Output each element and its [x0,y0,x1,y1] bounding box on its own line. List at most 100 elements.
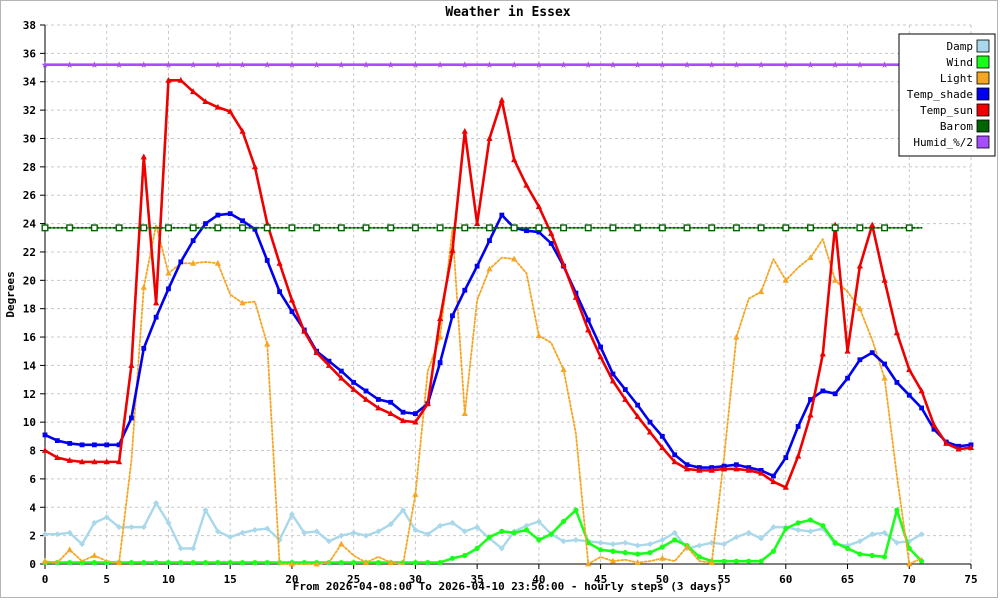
data-point-marker [140,153,147,160]
data-point-marker [733,465,740,472]
legend-item-temp-sun[interactable]: Temp_sun [920,103,990,117]
data-point-marker [153,500,160,507]
legend-item-temp-shade[interactable]: Temp_shade [907,87,990,101]
data-point-marker [165,559,172,566]
data-point-marker [436,224,444,232]
data-point-marker [672,537,678,543]
y-tick-label: 18 [23,303,36,316]
data-point-marker [820,523,826,529]
data-point-marker [141,559,147,566]
data-point-marker [584,224,592,232]
data-point-marker [882,361,887,367]
data-point-marker [857,551,863,557]
data-point-marker [807,61,814,68]
y-tick-label: 22 [23,246,36,259]
data-point-marker [264,340,271,347]
data-point-marker [412,418,419,425]
data-point-marker [214,224,222,232]
data-point-marker [239,529,246,536]
chart-legend[interactable]: Damp Wind Light Temp_shade Temp_sun Barom Humi… [898,33,996,157]
legend-item-barom[interactable]: Barom [940,119,990,133]
data-point-marker [338,540,345,547]
y-tick-label: 14 [23,359,37,372]
data-point-marker [115,61,123,68]
data-point-marker [400,409,406,415]
data-point-marker [91,442,97,448]
data-point-marker [177,76,184,83]
data-point-marker [190,545,197,552]
data-point-marker [856,224,864,232]
data-point-marker [757,224,765,232]
data-point-marker [128,524,135,531]
data-point-marker [746,558,752,564]
data-point-marker [190,559,196,566]
data-point-marker [856,61,864,68]
series-line [43,508,923,564]
data-point-marker [610,548,616,554]
series-damp [42,500,925,552]
y-tick-label: 36 [23,47,37,60]
data-point-marker [856,305,863,312]
data-point-marker [449,519,456,526]
data-point-marker [411,224,419,232]
data-point-marker [79,541,86,548]
data-point-marker [362,61,370,68]
legend-swatch [976,55,990,69]
data-point-marker [190,238,196,243]
data-point-marker [338,368,344,374]
data-point-marker [264,525,271,532]
data-point-marker [795,452,802,459]
data-point-marker [524,228,529,234]
data-point-marker [227,211,233,217]
data-point-marker [362,224,370,232]
data-point-marker [153,299,160,306]
legend-item-damp[interactable]: Damp [947,39,990,53]
x-tick-label: 15 [224,573,237,586]
legend-item-light[interactable]: Light [940,71,990,85]
data-point-marker [153,314,159,320]
data-point-marker [115,224,123,232]
data-point-marker [288,296,296,303]
legend-item-label: Light [940,72,973,85]
x-tick-label: 30 [409,573,422,586]
data-point-marker [782,484,789,490]
data-point-marker [41,447,49,453]
data-point-marker [635,402,641,408]
legend-item-humid-2[interactable]: Humid_%/2 [913,135,990,149]
data-point-marker [758,535,765,542]
data-point-marker [536,537,542,543]
y-tick-label: 20 [23,274,36,287]
data-point-marker [202,507,209,514]
data-point-marker [856,538,863,545]
data-point-marker [363,532,370,539]
data-point-marker [203,221,208,226]
data-point-marker [560,518,567,525]
x-tick-label: 75 [964,573,977,586]
data-point-marker [819,350,826,357]
data-point-marker [486,61,493,68]
x-axis-caption: From 2026-04-08:00 To 2026-04-10 23:56:0… [293,580,723,593]
data-point-marker [659,544,665,550]
data-point-marker [708,539,715,546]
data-point-marker [190,88,197,95]
data-point-marker [214,259,221,266]
data-point-marker [227,559,233,566]
data-point-marker [931,426,937,432]
data-point-marker [140,224,148,232]
legend-item-label: Humid_%/2 [913,136,973,149]
legend-item-wind[interactable]: Wind [947,55,990,69]
data-point-marker [671,458,678,465]
data-point-marker [362,396,370,402]
data-point-marker [771,473,776,479]
data-point-marker [387,521,394,528]
data-point-marker [881,61,888,68]
data-point-marker [363,388,369,394]
data-point-marker [128,362,135,368]
data-point-marker [856,262,863,269]
data-point-marker [499,212,505,218]
data-point-marker [893,539,900,546]
data-point-marker [325,538,332,545]
data-point-marker [535,203,542,209]
data-point-marker [288,224,296,232]
